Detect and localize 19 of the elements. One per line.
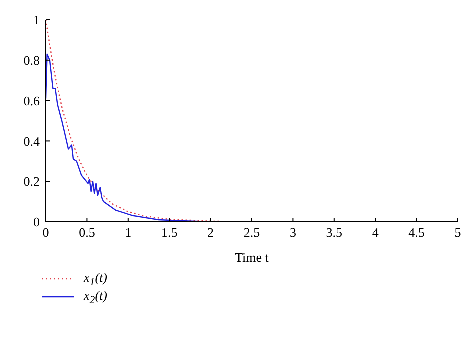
y-tick-label: 0 bbox=[34, 214, 40, 230]
x-tick-label: 2 bbox=[208, 225, 214, 240]
x-tick-label: 4 bbox=[372, 225, 380, 240]
y-tick-label: 0.2 bbox=[24, 174, 40, 190]
legend-label: x$_{1}$(t) bbox=[84, 270, 108, 288]
x-tick-label: 1 bbox=[125, 225, 132, 240]
y-tick-label: 0.4 bbox=[24, 134, 40, 149]
x-axis-title: Time t bbox=[235, 250, 270, 265]
x-tick-label: 2.5 bbox=[244, 225, 260, 240]
y-tick-label: 1 bbox=[34, 12, 40, 28]
y-tick-label: 0.6 bbox=[24, 93, 40, 108]
legend-label: x$_{2}$(t) bbox=[84, 288, 108, 306]
x-tick-label: 0.5 bbox=[79, 225, 96, 240]
x-tick-label: 3 bbox=[290, 225, 296, 240]
x-tick-label: 3.5 bbox=[326, 225, 343, 240]
y-tick-label: 0.8 bbox=[24, 53, 40, 68]
x-tick-label: 5 bbox=[454, 225, 462, 240]
x-tick-label: 4.5 bbox=[408, 225, 425, 240]
x-tick-label: 1.5 bbox=[161, 225, 178, 240]
